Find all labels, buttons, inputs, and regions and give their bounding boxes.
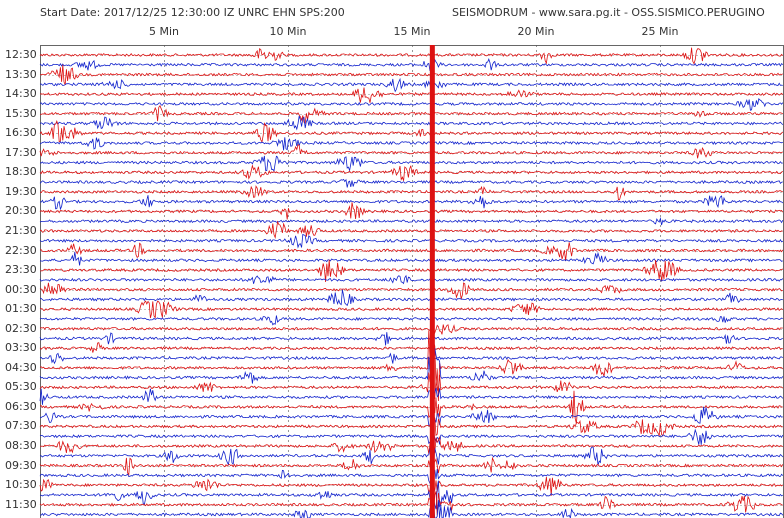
seismic-trace [39, 476, 784, 496]
y-time-label: 08:30 [5, 439, 37, 452]
y-time-label: 09:30 [5, 458, 37, 472]
y-time-label: 05:30 [5, 380, 37, 394]
seismic-trace [39, 77, 783, 93]
seismic-trace [39, 446, 784, 466]
seismic-trace [39, 324, 783, 335]
y-time-label: 21:30 [5, 223, 37, 237]
seismic-trace [39, 251, 783, 266]
y-time-label: 16:30 [5, 126, 37, 140]
seismic-trace [39, 347, 784, 384]
seismic-trace [39, 105, 784, 124]
header-station: SEISMODRUM - www.sara.pg.it - OSS.SISMIC… [452, 6, 765, 19]
seismic-trace [39, 330, 784, 402]
y-time-label: 15:30 [5, 106, 37, 120]
seismic-trace [39, 64, 784, 86]
seismic-trace [39, 58, 784, 72]
seismic-trace [39, 178, 783, 188]
seismic-trace [39, 216, 784, 226]
seismic-trace [39, 469, 784, 485]
seismic-trace [39, 242, 784, 262]
seismic-trace [39, 390, 783, 424]
y-time-label: 22:30 [5, 243, 37, 257]
x-tick-label: 25 Min [641, 25, 679, 38]
seismic-trace [39, 120, 784, 144]
seismic-trace [39, 372, 784, 400]
y-time-label: 10:30 [5, 478, 37, 492]
seismic-trace [39, 195, 784, 211]
y-time-label: 04:30 [5, 360, 37, 374]
seismic-trace [39, 491, 783, 518]
seismic-trace [40, 499, 784, 518]
seismic-trace [39, 155, 783, 173]
y-time-label: 07:30 [5, 419, 37, 433]
seismic-trace [39, 185, 783, 201]
seismic-trace [39, 480, 784, 510]
seismic-trace [39, 435, 784, 454]
y-time-label: 11:30 [5, 497, 37, 511]
x-tick-label: 15 Min [393, 25, 431, 38]
y-time-label: 01:30 [5, 302, 37, 316]
y-time-label: 23:30 [5, 263, 37, 277]
seismic-trace [39, 115, 784, 131]
y-time-label: 03:30 [5, 341, 37, 355]
seismic-trace [39, 315, 783, 326]
seismic-trace [39, 87, 784, 103]
seismic-trace [39, 456, 784, 476]
seismic-trace [39, 289, 783, 307]
y-time-label: 06:30 [5, 399, 37, 413]
y-time-label: 18:30 [5, 165, 37, 179]
seismic-trace [39, 428, 784, 447]
seismic-trace [39, 352, 784, 365]
earthquake-band [429, 45, 435, 518]
y-time-label: 17:30 [5, 145, 37, 159]
header-start-date: Start Date: 2017/12/25 12:30:00 IZ UNRC … [40, 6, 345, 19]
y-time-label: 02:30 [5, 321, 37, 335]
seismic-trace [39, 137, 783, 151]
seismic-trace [39, 202, 784, 220]
x-tick-label: 10 Min [269, 25, 307, 38]
x-tick-label: 20 Min [517, 25, 555, 38]
seismic-trace [39, 144, 784, 159]
y-time-label: 12:30 [5, 48, 37, 61]
seismic-trace [39, 164, 784, 181]
y-time-label: 13:30 [5, 67, 37, 81]
seismic-trace [39, 388, 784, 405]
x-tick-label: 5 Min [148, 25, 180, 38]
seismic-trace [39, 97, 784, 111]
seismic-trace [39, 282, 783, 300]
plot-frame [40, 45, 784, 518]
seismic-trace [39, 274, 784, 285]
seismic-trace [39, 233, 784, 249]
seismic-trace [39, 259, 784, 283]
y-time-label: 19:30 [5, 184, 37, 198]
seismic-trace [39, 220, 783, 239]
seismic-trace [39, 300, 784, 319]
y-time-label: 14:30 [5, 87, 37, 101]
seismic-trace [39, 332, 783, 346]
seismic-trace [39, 342, 783, 353]
seismic-trace [39, 406, 783, 426]
seismic-trace [39, 47, 784, 65]
seismic-trace [39, 417, 783, 438]
y-time-label: 20:30 [5, 204, 37, 218]
y-time-label: 00:30 [5, 282, 37, 296]
